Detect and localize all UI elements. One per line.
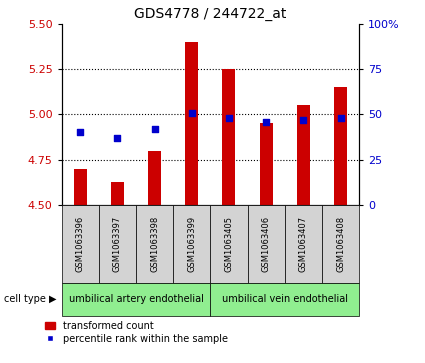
Bar — [260, 123, 273, 205]
Bar — [297, 105, 310, 205]
Text: cell type ▶: cell type ▶ — [4, 294, 57, 305]
Bar — [62, 283, 210, 316]
Point — [226, 115, 232, 121]
Point — [77, 130, 84, 135]
Bar — [136, 205, 173, 283]
Bar — [74, 169, 87, 205]
Text: umbilical vein endothelial: umbilical vein endothelial — [222, 294, 348, 305]
Bar — [111, 182, 124, 205]
Point — [114, 135, 121, 141]
Text: GSM1063398: GSM1063398 — [150, 216, 159, 272]
Bar — [148, 151, 161, 205]
Bar — [99, 205, 136, 283]
Bar — [247, 205, 285, 283]
Bar — [62, 205, 99, 283]
Point — [263, 119, 269, 125]
Bar — [210, 283, 359, 316]
Text: umbilical artery endothelial: umbilical artery endothelial — [68, 294, 204, 305]
Bar — [322, 205, 359, 283]
Title: GDS4778 / 244722_at: GDS4778 / 244722_at — [134, 7, 286, 21]
Legend: transformed count, percentile rank within the sample: transformed count, percentile rank withi… — [45, 321, 228, 344]
Bar — [173, 205, 210, 283]
Point — [300, 117, 307, 123]
Point — [188, 110, 195, 115]
Bar — [210, 205, 247, 283]
Text: GSM1063407: GSM1063407 — [299, 216, 308, 272]
Text: GSM1063397: GSM1063397 — [113, 216, 122, 272]
Bar — [222, 69, 235, 205]
Bar — [185, 42, 198, 205]
Text: GSM1063396: GSM1063396 — [76, 216, 85, 272]
Point — [151, 126, 158, 132]
Text: GSM1063405: GSM1063405 — [224, 216, 233, 272]
Text: GSM1063406: GSM1063406 — [262, 216, 271, 272]
Text: GSM1063408: GSM1063408 — [336, 216, 345, 272]
Bar — [285, 205, 322, 283]
Bar — [334, 87, 347, 205]
Point — [337, 115, 344, 121]
Text: GSM1063399: GSM1063399 — [187, 216, 196, 272]
